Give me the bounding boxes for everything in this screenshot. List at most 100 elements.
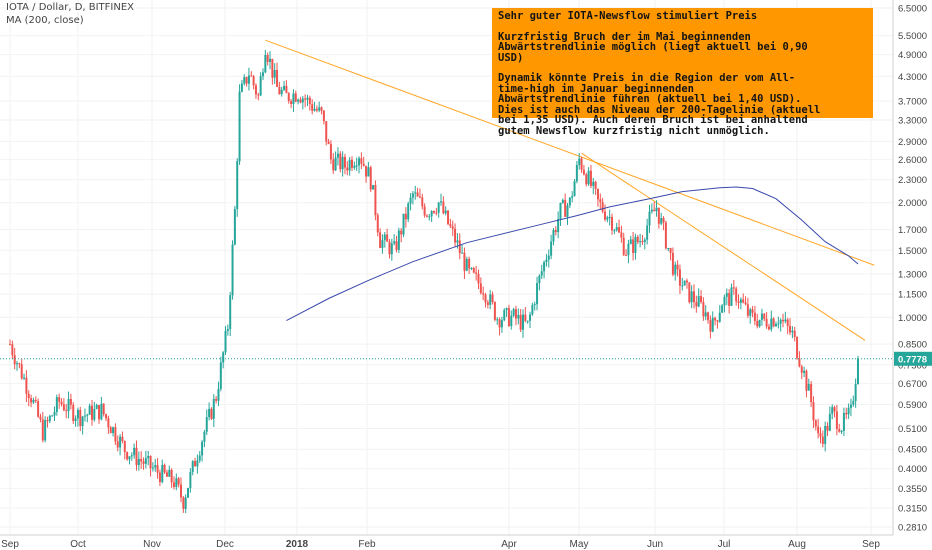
candle-body <box>561 199 564 203</box>
candle-body <box>737 301 740 303</box>
candle-body <box>365 165 368 177</box>
candle-body <box>72 404 75 421</box>
candle-body <box>749 309 752 316</box>
candle-body <box>777 323 780 325</box>
candle-body <box>578 158 581 166</box>
candle-body <box>838 429 841 432</box>
candle-body <box>411 193 414 198</box>
y-tick-label: 1.0000 <box>898 313 927 324</box>
candle-body <box>240 83 243 92</box>
candle-body <box>294 93 297 102</box>
candle-body <box>770 318 773 330</box>
candle-body <box>849 404 852 408</box>
price-axis[interactable]: 6.5000 5.5000 4.9000 4.3000 3.7000 3.3000 2.90… <box>892 0 927 535</box>
candle-body <box>32 399 35 403</box>
candle-body <box>664 222 667 249</box>
candle-body <box>674 264 677 275</box>
candle-body <box>395 241 398 250</box>
candle-body <box>362 163 365 166</box>
candle-body <box>201 441 204 456</box>
candle-body <box>489 294 492 305</box>
candle-body <box>261 72 264 77</box>
candle-body <box>442 201 445 214</box>
candle-body <box>683 280 686 286</box>
y-tick-label: 0.4500 <box>898 445 927 456</box>
candle-body <box>599 199 602 203</box>
candle-body <box>833 407 836 412</box>
candle-body <box>536 283 539 305</box>
x-tick-label: May <box>570 539 589 550</box>
candle-body <box>615 227 618 231</box>
y-tick-label: 1.1500 <box>898 290 927 301</box>
candle-body <box>845 412 848 415</box>
y-tick-label: 3.7000 <box>898 97 927 108</box>
candle-body <box>824 425 827 444</box>
candle-body <box>404 213 407 220</box>
candle-body <box>69 399 72 405</box>
candle-body <box>208 408 211 418</box>
candle-body <box>589 170 592 186</box>
candle-body <box>254 85 257 95</box>
candle-body <box>11 344 14 356</box>
candle-body <box>25 377 28 394</box>
candle-body <box>121 436 124 442</box>
candle-body <box>580 158 583 170</box>
candle-body <box>414 192 417 194</box>
indicator-label[interactable]: MA (200, close) <box>6 15 84 26</box>
candle-body <box>814 420 817 427</box>
candle-body <box>339 153 342 170</box>
candle-body <box>231 244 234 296</box>
annotation-title: Sehr guter IOTA-Newsflow stimuliert Prei… <box>498 10 758 22</box>
candle-body <box>854 384 857 401</box>
x-tick-label: Jun <box>647 539 663 550</box>
candle-body <box>793 330 796 338</box>
candle-body <box>582 169 585 175</box>
candle-body <box>470 268 473 270</box>
candle-body <box>566 205 569 217</box>
candle-body <box>425 215 428 217</box>
candle-body <box>789 325 792 333</box>
candle-body <box>603 211 606 220</box>
candle-body <box>592 181 595 186</box>
candle-body <box>702 301 705 317</box>
candle-body <box>847 407 850 415</box>
candle-body <box>739 299 742 303</box>
x-tick-label: Nov <box>143 539 161 550</box>
candle-body <box>222 352 225 363</box>
candle-body <box>55 397 58 413</box>
candle-body <box>465 258 468 271</box>
candle-body <box>297 99 300 102</box>
candle-body <box>147 455 150 459</box>
ma-200-line <box>286 186 859 322</box>
candle-body <box>613 230 616 232</box>
candle-body <box>835 411 838 430</box>
candle-body <box>196 460 199 467</box>
candle-body <box>842 412 845 431</box>
candle-body <box>341 156 344 170</box>
candle-body <box>184 497 187 509</box>
symbol-label[interactable]: IOTA / Dollar, D, BITFINEX <box>6 2 135 13</box>
candle-body <box>67 399 70 412</box>
candle-body <box>44 420 47 441</box>
candle-body <box>711 317 714 332</box>
candle-body <box>767 326 770 330</box>
candle-body <box>662 217 665 223</box>
candle-body <box>704 312 707 317</box>
candle-body <box>88 405 91 415</box>
candle-body <box>730 287 733 306</box>
candle-body <box>238 91 241 162</box>
y-tick-label: 4.3000 <box>898 72 927 83</box>
y-tick-label: 4.9000 <box>898 50 927 61</box>
candle-body <box>367 167 370 177</box>
candle-body <box>529 314 532 321</box>
candle-body <box>9 344 11 346</box>
time-axis[interactable]: Sep Oct Nov Dec 2018 Feb Apr May Jun Jul Aug Sep <box>0 534 893 550</box>
candle-body <box>327 141 330 144</box>
candle-body <box>807 384 810 391</box>
candle-body <box>229 295 232 330</box>
candle-body <box>760 313 763 320</box>
candle-body <box>479 283 482 294</box>
candle-body <box>369 167 372 190</box>
candle-body <box>58 397 61 402</box>
